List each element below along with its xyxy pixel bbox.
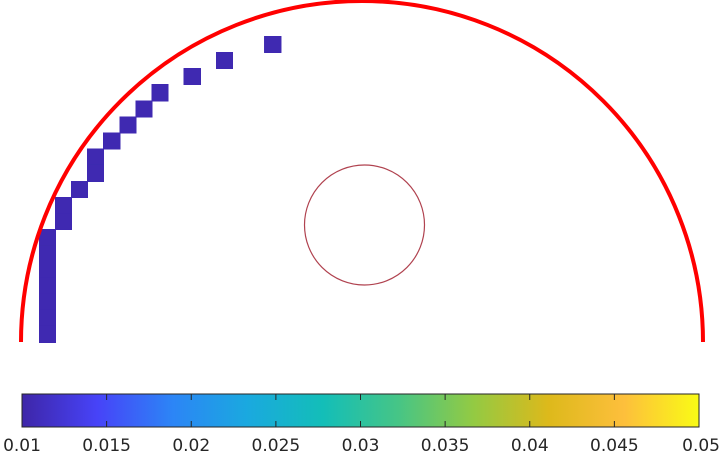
heatmap-cell [39, 325, 56, 343]
colorbar-ticks [21, 394, 700, 427]
heatmap-cell [119, 116, 137, 134]
heatmap-cell [183, 68, 201, 85]
heatmap-cell [55, 213, 72, 230]
colorbar-tick-label: 0.05 [682, 436, 720, 456]
colorbar-tick-label: 0.045 [590, 436, 639, 456]
heatmap-cell [71, 181, 88, 198]
inclusion-outline-white [303, 163, 426, 287]
heatmap-cells [39, 36, 282, 343]
heatmap-cell [216, 52, 233, 69]
colorbar-tick-label: 0.015 [82, 436, 131, 456]
colorbar-tick-label: 0.035 [421, 436, 470, 456]
heatmap-cell [39, 309, 56, 327]
semicircle-domain-outline [19, 0, 705, 343]
heatmap-cell [87, 148, 104, 166]
heatmap-cell [39, 277, 56, 295]
colorbar-tick-labels: 0.01 0.015 0.02 0.025 0.03 0.035 0.04 0.045 0.05 [3, 436, 720, 456]
colorbar-tick-label: 0.02 [172, 436, 210, 456]
inclusion-outline [303, 164, 426, 286]
heatmap-cell [55, 197, 72, 214]
heatmap-cell [103, 132, 121, 150]
colorbar-tick-label: 0.03 [342, 436, 380, 456]
heatmap-cell [39, 293, 56, 311]
heatmap-cell [264, 36, 282, 53]
colorbar-tick-label: 0.04 [511, 436, 549, 456]
heatmap-cell [151, 84, 169, 102]
colorbar-tick-label: 0.025 [252, 436, 301, 456]
colorbar-tick-label: 0.01 [3, 436, 41, 456]
heatmap-cell [39, 261, 56, 279]
heatmap-cell [87, 164, 104, 182]
heatmap-cell [39, 229, 56, 246]
heatmap-cell [39, 245, 56, 263]
heatmap-cell [135, 100, 153, 118]
